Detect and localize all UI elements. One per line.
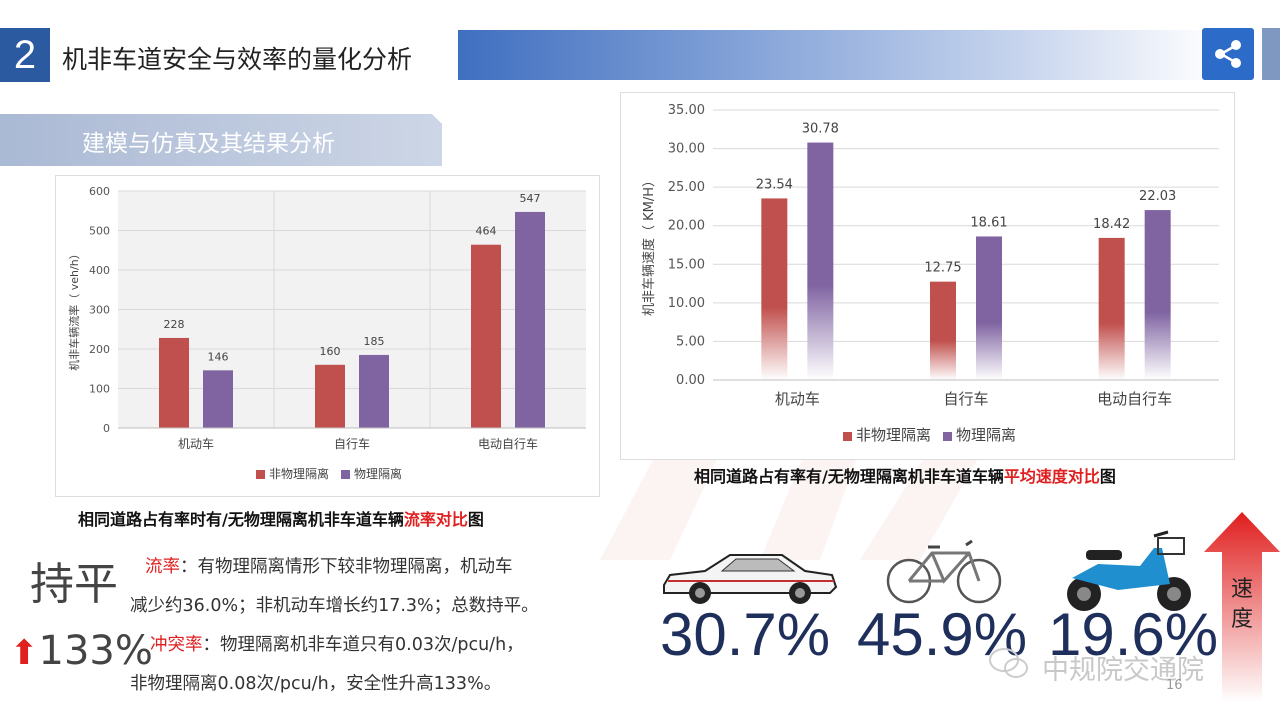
conflict-paragraph-line1: 冲突率：物理隔离机非车道只有0.03次/pcu/h，: [150, 627, 524, 663]
caption-highlight: 流率对比: [403, 510, 468, 529]
caption-text: 相同道路占有率时有/无物理隔离机非车道车辆: [78, 510, 404, 529]
subheading-text: 建模与仿真及其结果分析: [82, 131, 335, 157]
subheading-tab: [0, 114, 442, 166]
y-tick-label: 35.00: [668, 103, 705, 118]
flow-summary-label: 持平: [30, 559, 118, 610]
speed-caption: 相同道路占有率有/无物理隔离机非车道车辆平均速度对比图: [694, 463, 1116, 487]
category-label: 自行车: [334, 436, 370, 451]
y-tick-label: 0: [103, 422, 110, 435]
conflict-paragraph-line2: 非物理隔离0.08次/pcu/h，安全性升高133%。: [130, 674, 502, 694]
page-title: 机非车道安全与效率的量化分析: [62, 45, 413, 74]
bar: [807, 142, 834, 380]
y-tick-label: 100: [89, 383, 110, 396]
speed-chart-frame: 0.00 5.00 10.00 15.00 20.00 25.00 30.00 35.00 23…: [620, 92, 1235, 460]
bar: [761, 198, 788, 380]
electric-bike-icon: [1067, 530, 1191, 611]
header-edge-strip: [1262, 28, 1280, 80]
y-tick-label: 200: [89, 343, 110, 356]
legend-label: 物理隔离: [354, 466, 402, 481]
car-icon: [663, 554, 838, 604]
y-tick-label: 400: [89, 264, 110, 277]
category-label: 电动自行车: [1097, 390, 1172, 408]
caption-text: 图: [467, 510, 484, 529]
category-label: 机动车: [178, 436, 214, 451]
y-tick-label: 5.00: [676, 334, 705, 349]
legend-label: 物理隔离: [956, 426, 1016, 444]
data-label: 160: [320, 345, 341, 358]
title-gradient-bar: [458, 30, 1218, 80]
speed-up-arrow-icon: [1204, 512, 1280, 702]
y-tick-label: 15.00: [668, 257, 705, 272]
flow-paragraph-line1: 流率：有物理隔离情形下较非物理隔离，机动车: [145, 549, 513, 585]
bar: [976, 236, 1002, 380]
data-label: 146: [208, 350, 229, 363]
y-tick-label: 20.00: [668, 219, 705, 234]
y-tick-label: 600: [89, 185, 110, 198]
legend-swatch: [943, 432, 952, 441]
watermark-text: 中规院交通院: [1042, 655, 1204, 686]
up-arrow-icon: ⬆: [10, 633, 39, 673]
y-axis-label: 机非车辆流率（ veh/h）: [67, 248, 81, 370]
data-label: 18.61: [970, 215, 1007, 230]
legend-swatch: [256, 470, 265, 479]
legend-label: 非物理隔离: [269, 466, 329, 481]
y-tick-label: 10.00: [668, 296, 705, 311]
bar: [1144, 210, 1171, 380]
legend-swatch: [341, 470, 350, 479]
share-icon: [1215, 40, 1241, 68]
bar: [203, 370, 233, 428]
speed-chart: 0.00 5.00 10.00 15.00 20.00 25.00 30.00 35.00 23…: [641, 103, 1219, 444]
data-label: 228: [164, 318, 185, 331]
category-label: 自行车: [943, 390, 988, 408]
data-label: 12.75: [924, 261, 961, 276]
y-tick-label: 30.00: [668, 142, 705, 157]
legend-swatch: [843, 432, 852, 441]
bar: [471, 244, 501, 428]
category-label: 电动自行车: [478, 436, 538, 451]
conflict-keyword: 冲突率: [150, 635, 203, 655]
data-label: 30.78: [802, 122, 839, 137]
bicycle-speed-percent: 45.9%: [857, 601, 1028, 668]
bar: [159, 337, 189, 428]
bar: [515, 211, 545, 428]
data-label: 464: [476, 225, 497, 238]
flow-rate-chart-frame: 0 100 200 300 400 500 600 228 146 机动车 160 185 自行车 464…: [55, 175, 600, 497]
bicycle-icon: [886, 539, 1002, 604]
wechat-icon: [989, 648, 1028, 678]
caption-highlight: 平均速度对比: [1003, 467, 1100, 486]
flow-text: ：有物理隔离情形下较非物理隔离，机动车: [180, 557, 513, 577]
data-label: 18.42: [1093, 217, 1130, 232]
page-number: 16: [1166, 678, 1183, 693]
flow-rate-caption: 相同道路占有率时有/无物理隔离机非车道车辆流率对比图: [78, 506, 484, 530]
category-label: 机动车: [775, 390, 820, 408]
bar: [315, 364, 345, 428]
y-tick-label: 300: [89, 304, 110, 317]
bar: [359, 354, 389, 428]
section-number: 2: [0, 28, 50, 82]
speed-label: 速度: [1230, 577, 1253, 632]
legend-label: 非物理隔离: [856, 426, 931, 444]
data-label: 22.03: [1139, 189, 1176, 204]
car-speed-percent: 30.7%: [660, 601, 831, 668]
safety-increase-label: ⬆133%: [10, 628, 153, 674]
flow-paragraph-line2: 减少约36.0%；非机动车增长约17.3%；总数持平。: [130, 596, 539, 616]
y-axis-label: 机非车辆速度（ KM/H）: [641, 174, 657, 316]
y-tick-label: 0.00: [676, 373, 705, 388]
conflict-text: ：物理隔离机非车道只有0.03次/pcu/h，: [202, 635, 524, 655]
data-label: 23.54: [756, 177, 793, 192]
increase-value: 133%: [38, 628, 153, 674]
share-button[interactable]: [1202, 28, 1254, 80]
data-label: 185: [364, 335, 385, 348]
ebike-speed-percent: 19.6%: [1048, 601, 1219, 668]
bar: [930, 281, 956, 380]
data-label: 547: [520, 192, 541, 205]
y-tick-label: 500: [89, 225, 110, 238]
y-tick-label: 25.00: [668, 180, 705, 195]
bar: [1098, 237, 1125, 380]
flow-rate-chart: 0 100 200 300 400 500 600 228 146 机动车 160 185 自行车 464…: [67, 185, 586, 481]
caption-text: 图: [1099, 467, 1116, 486]
caption-text: 相同道路占有率有/无物理隔离机非车道车辆: [694, 467, 1004, 486]
flow-keyword: 流率: [145, 557, 180, 577]
